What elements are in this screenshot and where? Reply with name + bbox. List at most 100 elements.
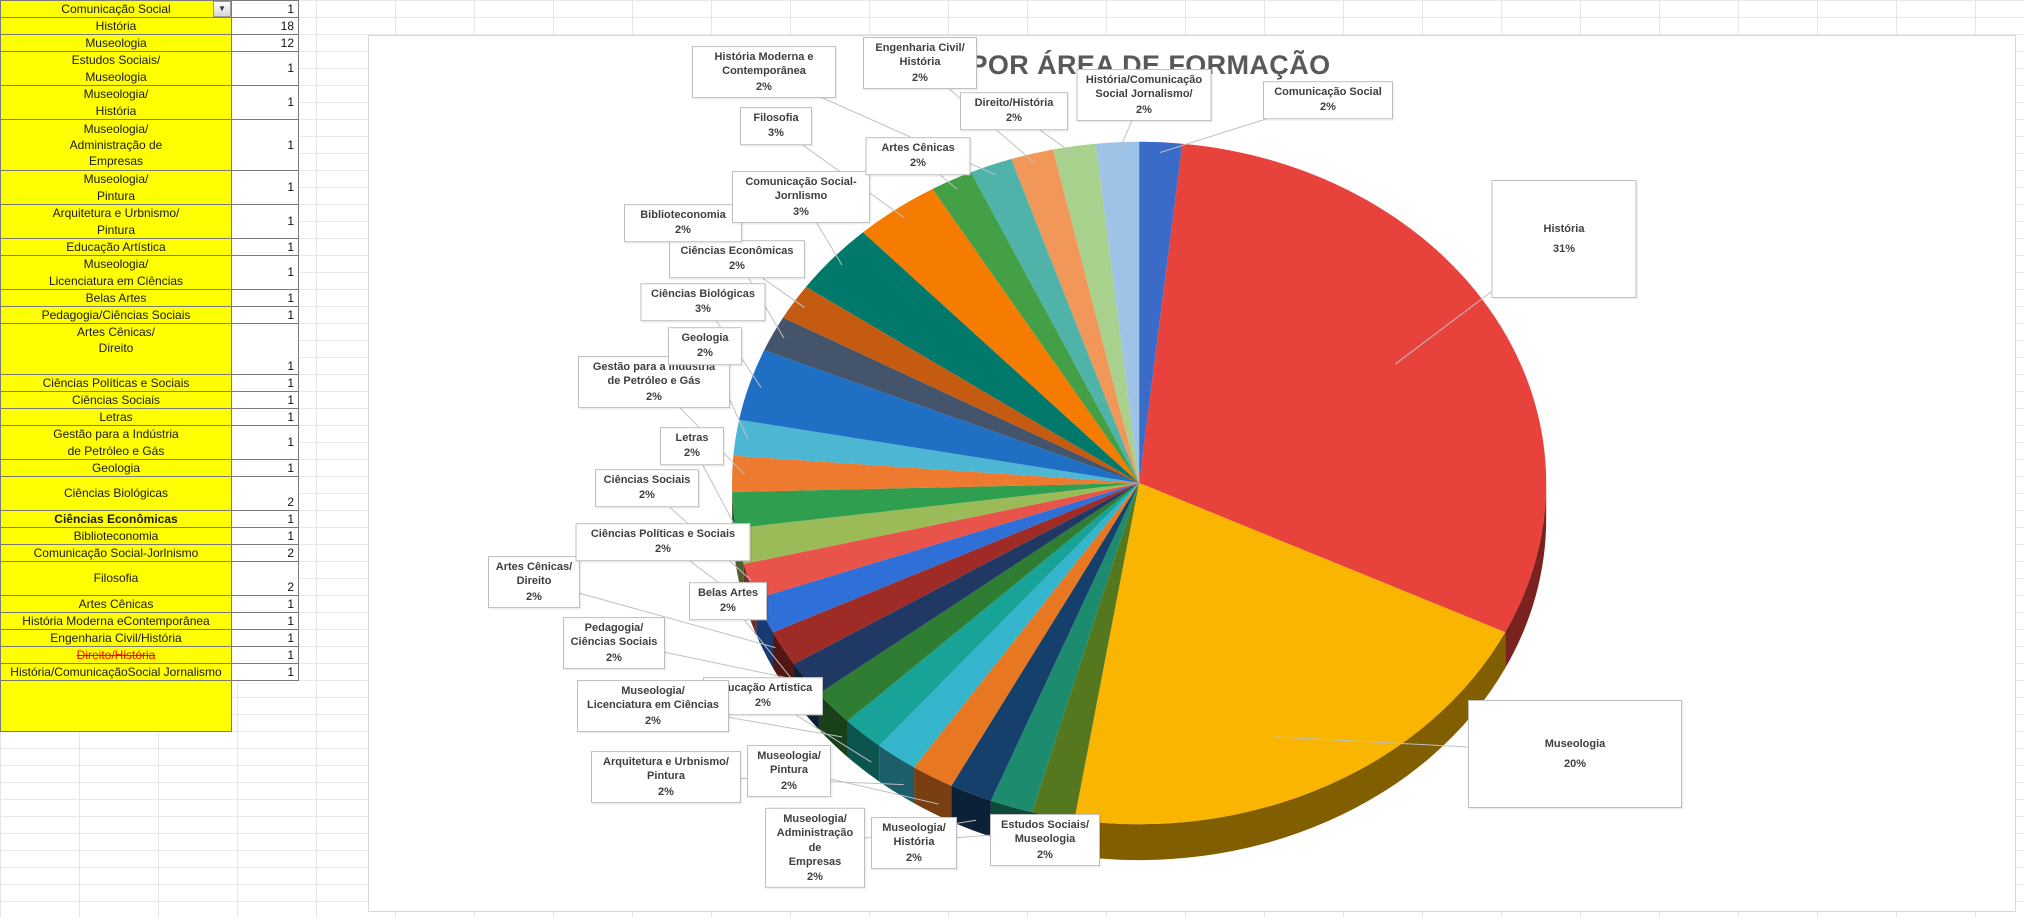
value-cell[interactable]: 18 [232,18,299,35]
pie-slice-16[interactable] [732,482,1140,529]
value-cell[interactable]: 1 [232,290,299,307]
category-cell[interactable]: Belas Artes [1,290,232,307]
chart-callout[interactable]: História/Comunicação Social Jornalismo/2… [1076,69,1212,121]
category-cell[interactable]: Filosofia [1,562,232,596]
pie-slice-2[interactable] [1139,143,1547,633]
pie-slice-27[interactable] [1053,143,1140,483]
category-cell[interactable]: Museologia/ História [1,86,232,120]
value-cell[interactable]: 1 [232,52,299,86]
value-cell[interactable]: 1 [232,375,299,392]
pie-slice-9[interactable] [847,482,1140,746]
chart-callout[interactable]: Comunicação Social- Jornlismo 3% [732,171,870,223]
filter-dropdown-button[interactable]: ▼ [213,1,231,17]
category-cell[interactable]: Ciências Econômicas [1,511,232,528]
chart-callout[interactable]: Artes Cênicas/ Direito 2% [488,556,580,608]
value-cell[interactable]: 1 [232,596,299,613]
pie-slice-17[interactable] [732,455,1140,493]
chart-callout[interactable]: Arquitetura e Urbnismo/ Pintura 2% [591,751,741,803]
category-cell[interactable]: Direito/História [1,647,232,664]
pie-slice-10[interactable] [818,482,1140,722]
category-cell[interactable]: Arquitetura e Urbnismo/ Pintura [1,205,232,239]
value-cell[interactable]: 1 [232,239,299,256]
category-cell[interactable]: Gestão para a Indústria de Petróleo e Gá… [1,426,232,460]
chart-callout[interactable]: Filosofia 3% [740,107,812,145]
category-cell[interactable]: História/ComunicaçãoSocial Jornalismo [1,664,232,681]
value-cell[interactable]: 1 [232,1,299,18]
value-cell[interactable]: 2 [232,545,299,562]
chart-callout[interactable]: Estudos Sociais/ Museologia 2% [990,814,1100,866]
category-cell[interactable]: Museologia/ Licenciatura em Ciências [1,256,232,290]
pie-slice-1[interactable] [1139,141,1183,483]
value-cell[interactable]: 1 [232,528,299,545]
category-cell[interactable]: Estudos Sociais/ Museologia [1,52,232,86]
chart-callout[interactable]: Pedagogia/ Ciências Sociais 2% [563,617,665,669]
chart-callout[interactable]: Museologia 20% [1468,700,1682,808]
pie-slice-25[interactable] [970,159,1140,483]
pie-slice-3[interactable] [1074,482,1506,825]
category-cell[interactable]: Comunicação Social ▼ [1,1,232,18]
value-cell[interactable]: 2 [232,477,299,511]
chart-callout[interactable]: Museologia/ Pintura 2% [747,745,831,797]
pie-slice-20[interactable] [764,317,1140,483]
value-cell[interactable]: 1 [232,205,299,239]
value-cell[interactable]: 12 [232,35,299,52]
value-cell[interactable]: 1 [232,120,299,171]
value-cell[interactable]: 1 [232,409,299,426]
chart-callout[interactable]: Engenharia Civil/ História 2% [863,37,977,89]
category-cell[interactable]: Biblioteconomia [1,528,232,545]
value-cell[interactable]: 1 [232,324,299,375]
pie-slice-6[interactable] [951,482,1140,801]
chart-callout[interactable]: Ciências Biológicas 3% [640,283,766,321]
pie-slice-12[interactable] [773,482,1140,664]
pie-slice-4[interactable] [1032,482,1140,820]
pie-slice-7[interactable] [914,482,1140,786]
value-cell[interactable]: 1 [232,647,299,664]
pie-slice-26[interactable] [1011,149,1140,483]
chart-callout[interactable]: Letras 2% [660,427,724,465]
value-cell[interactable]: 1 [232,426,299,460]
pie-slice-22[interactable] [806,232,1140,483]
chart-callout[interactable]: Ciências Políticas e Sociais 2% [575,523,751,561]
chart-callout[interactable]: Museologia/ Administração de Empresas 2% [765,807,865,889]
category-cell[interactable]: História Moderna eContemporânea [1,613,232,630]
pie-slice-21[interactable] [783,286,1140,483]
pie-slice-23[interactable] [863,188,1140,483]
chart-callout[interactable]: Geologia 2% [668,327,742,365]
pie-slice-18[interactable] [733,419,1140,483]
value-cell[interactable]: 1 [232,171,299,205]
category-cell[interactable]: Comunicação Social-Jorlnismo [1,545,232,562]
chart-callout[interactable]: Museologia/ Licenciatura em Ciências 2% [577,680,729,732]
category-cell[interactable]: Ciências Políticas e Sociais [1,375,232,392]
category-cell[interactable]: Artes Cênicas [1,596,232,613]
value-cell[interactable]: 1 [232,86,299,120]
chart-callout[interactable]: Biblioteconomia 2% [624,204,742,242]
category-cell[interactable]: Museologia/ Administração de Empresas [1,120,232,171]
chart-callout[interactable]: História Moderna e Contemporânea 2% [692,46,836,98]
category-cell[interactable]: Geologia [1,460,232,477]
value-cell[interactable]: 1 [232,511,299,528]
chart-callout[interactable]: História 31% [1491,180,1637,298]
category-cell[interactable]: Ciências Biológicas [1,477,232,511]
pie-slice-28[interactable] [1095,141,1140,483]
value-cell[interactable]: 1 [232,392,299,409]
category-cell[interactable]: Ciências Sociais [1,392,232,409]
pie-slice-24[interactable] [932,172,1140,483]
value-cell[interactable]: 1 [232,460,299,477]
pie-slice-11[interactable] [794,482,1140,694]
pie-slice-19[interactable] [739,350,1140,483]
chart-callout[interactable]: Museologia/ História 2% [871,817,957,869]
category-cell[interactable]: História [1,18,232,35]
value-cell[interactable]: 1 [232,630,299,647]
chart-callout[interactable]: Comunicação Social 2% [1263,81,1393,119]
chart-callout[interactable]: Ciências Sociais 2% [595,469,699,507]
value-cell[interactable]: 1 [232,307,299,324]
category-cell[interactable] [1,681,232,732]
category-cell[interactable]: Pedagogia/Ciências Sociais [1,307,232,324]
pie-slice-15[interactable] [735,482,1140,564]
chart-callout[interactable]: Belas Artes 2% [689,582,767,620]
category-cell[interactable]: Museologia [1,35,232,52]
pie-slice-14[interactable] [743,482,1140,599]
category-cell[interactable]: Educação Artística [1,239,232,256]
category-cell[interactable]: Letras [1,409,232,426]
category-cell[interactable]: Museologia/ Pintura [1,171,232,205]
